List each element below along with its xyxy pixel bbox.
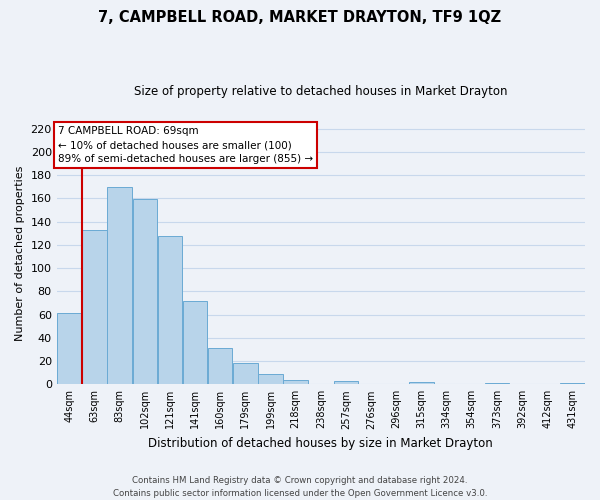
Bar xyxy=(560,383,584,384)
Bar xyxy=(485,383,509,384)
Text: 7, CAMPBELL ROAD, MARKET DRAYTON, TF9 1QZ: 7, CAMPBELL ROAD, MARKET DRAYTON, TF9 1Q… xyxy=(98,10,502,25)
Bar xyxy=(107,186,132,384)
Bar xyxy=(158,236,182,384)
Y-axis label: Number of detached properties: Number of detached properties xyxy=(15,166,25,341)
Bar xyxy=(409,382,434,384)
Text: 7 CAMPBELL ROAD: 69sqm
← 10% of detached houses are smaller (100)
89% of semi-de: 7 CAMPBELL ROAD: 69sqm ← 10% of detached… xyxy=(58,126,313,164)
Title: Size of property relative to detached houses in Market Drayton: Size of property relative to detached ho… xyxy=(134,85,508,98)
Bar xyxy=(233,364,257,384)
Bar xyxy=(133,200,157,384)
Bar xyxy=(183,300,207,384)
Bar xyxy=(57,314,82,384)
X-axis label: Distribution of detached houses by size in Market Drayton: Distribution of detached houses by size … xyxy=(148,437,493,450)
Bar xyxy=(259,374,283,384)
Text: Contains HM Land Registry data © Crown copyright and database right 2024.
Contai: Contains HM Land Registry data © Crown c… xyxy=(113,476,487,498)
Bar xyxy=(82,230,107,384)
Bar xyxy=(334,381,358,384)
Bar xyxy=(283,380,308,384)
Bar xyxy=(208,348,232,384)
